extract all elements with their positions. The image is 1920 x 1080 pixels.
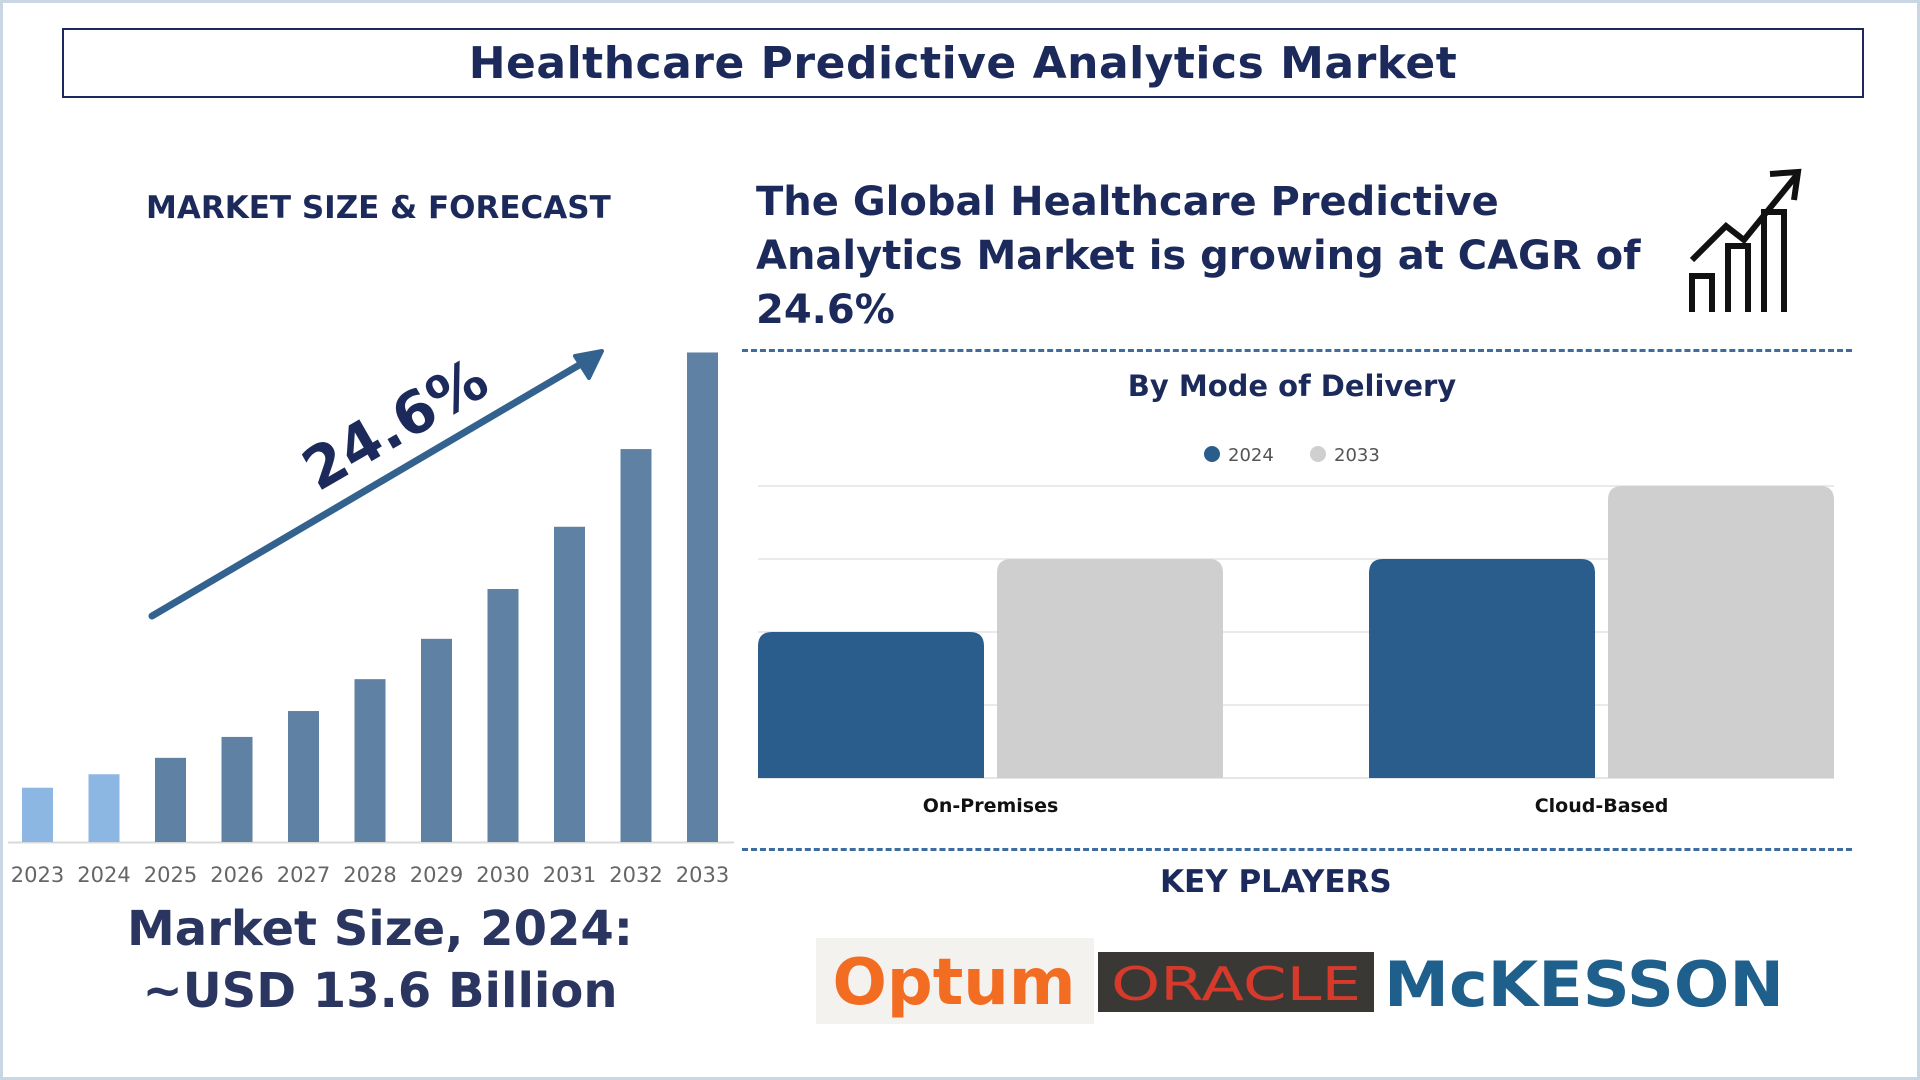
tick-label-2030: 2030 [476,863,529,887]
bar-2025 [155,757,186,842]
tick-label-2025: 2025 [144,863,197,887]
market-size-line1: Market Size, 2024: [127,901,633,957]
category-label-cloud-based: Cloud-Based [1535,795,1669,817]
tick-label-2023: 2023 [11,863,64,887]
cagr-headline: The Global Healthcare Predictive Analyti… [756,179,1641,333]
bar-2031 [554,526,585,842]
bar-cloud-based-2024 [1369,559,1595,778]
bar-2026 [221,736,253,842]
tick-label-2024: 2024 [77,863,130,887]
tick-label-2026: 2026 [210,863,263,887]
tick-label-2033: 2033 [676,863,729,887]
legend-marker-2024 [1204,446,1220,462]
tick-label-2032: 2032 [609,863,662,887]
category-label-on-premises: On-Premises [923,795,1059,817]
optum-logo-text: Optum [832,946,1075,1020]
bar-2029 [421,638,452,842]
oracle-logo-text: ORACLE [1111,957,1361,1011]
optum-logo: Optum [816,938,1094,1024]
market-size-line2: ~USD 13.6 Billion [142,963,618,1019]
bar-2023 [22,787,53,842]
bar-on-premises-2024 [758,632,984,778]
legend-label-2024: 2024 [1228,445,1274,466]
tick-label-2031: 2031 [543,863,596,887]
legend-marker-2033 [1310,446,1326,462]
tick-label-2029: 2029 [410,863,463,887]
mckesson-logo: McKESSON [1384,948,1784,1021]
bar-on-premises-2033 [997,559,1223,778]
market-size-forecast-label: MARKET SIZE & FORECAST [146,190,611,226]
page-title: Healthcare Predictive Analytics Market [468,37,1458,89]
market-size-callout: Market Size, 2024: ~USD 13.6 Billion [60,898,700,1022]
growth-arrow [148,357,590,620]
delivery-chart-title: By Mode of Delivery [1128,369,1457,403]
title-box: Healthcare Predictive Analytics Market [62,28,1864,98]
growth-arrow-head [573,349,604,380]
oracle-logo: ORACLE [1098,952,1374,1012]
bar-2032 [620,449,652,842]
tick-label-2028: 2028 [343,863,396,887]
key-players-heading: KEY PLAYERS [1160,864,1392,900]
growth-chart-icon [1689,168,1802,312]
bar-cloud-based-2033 [1608,486,1834,778]
key-players-logos: Optum ORACLE McKESSON [816,938,1784,1024]
bar-2027 [288,711,319,842]
cagr-annotation: 24.6% [291,345,499,504]
market-forecast-chart: 2023 2024 2025 2026 2027 2028 2029 2030 2031 2032… [8,345,734,887]
mckesson-logo-text: McKESSON [1384,948,1784,1021]
bar-2028 [354,679,386,842]
section-divider [742,349,1852,352]
section-divider [742,848,1852,851]
bar-2030 [487,589,519,842]
tick-label-2027: 2027 [277,863,330,887]
delivery-mode-chart: By Mode of Delivery 2024 2033 On-Premises Cl… [758,369,1834,817]
bar-2024 [88,774,120,842]
bar-2033 [687,352,718,842]
legend-label-2033: 2033 [1334,445,1380,466]
